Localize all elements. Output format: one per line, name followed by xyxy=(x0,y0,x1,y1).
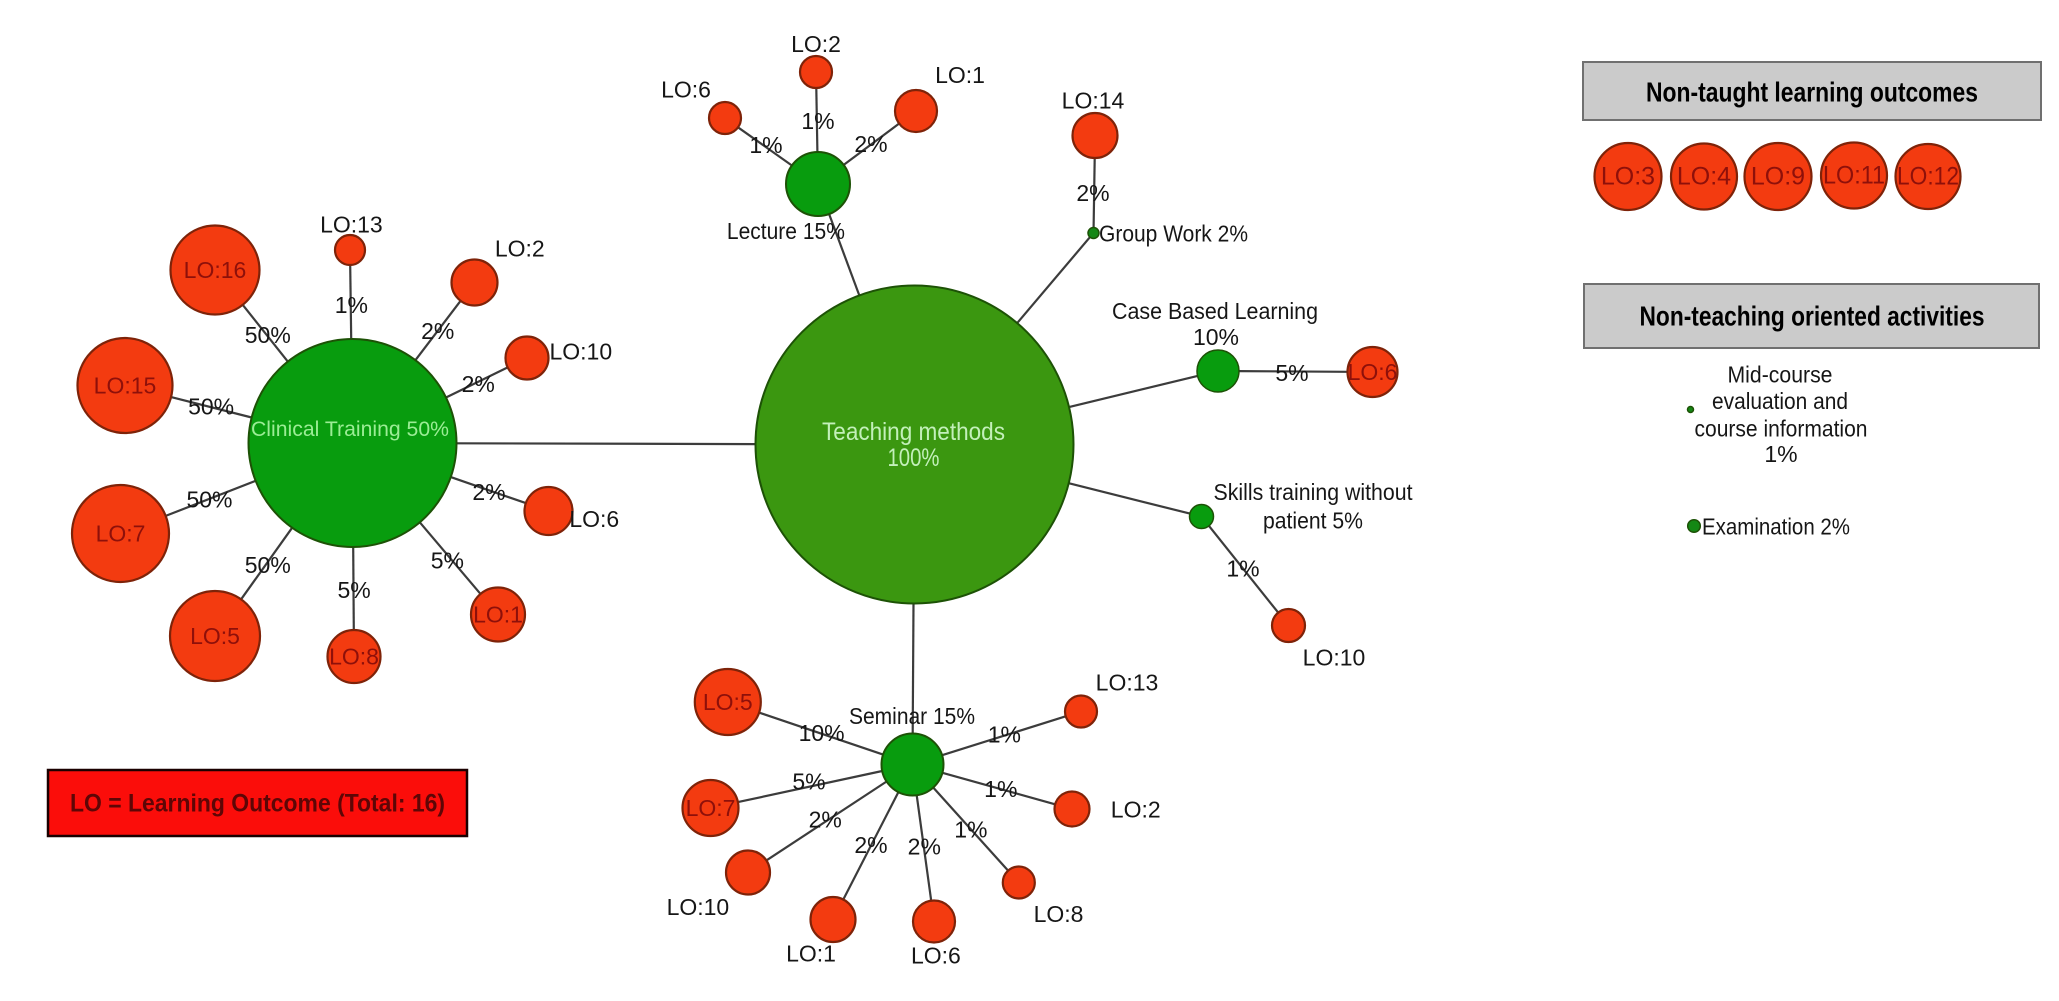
svg-text:2%: 2% xyxy=(854,131,887,157)
svg-text:2%: 2% xyxy=(472,479,505,505)
svg-text:1%: 1% xyxy=(335,292,368,318)
svg-text:Mid-course: Mid-course xyxy=(1728,361,1833,387)
svg-text:50%: 50% xyxy=(188,394,234,420)
svg-text:LO:13: LO:13 xyxy=(1096,670,1159,696)
svg-text:LO:15: LO:15 xyxy=(94,373,157,399)
svg-text:2%: 2% xyxy=(421,318,454,344)
svg-text:50%: 50% xyxy=(245,322,291,348)
svg-text:LO:2: LO:2 xyxy=(791,31,841,57)
svg-text:1%: 1% xyxy=(1226,556,1259,582)
svg-text:1%: 1% xyxy=(954,816,987,842)
svg-text:LO:9: LO:9 xyxy=(1751,163,1805,191)
svg-text:Teaching methods: Teaching methods xyxy=(822,418,1005,446)
svg-text:50%: 50% xyxy=(186,487,232,513)
svg-text:5%: 5% xyxy=(792,768,825,794)
svg-text:Seminar 15%: Seminar 15% xyxy=(849,703,975,729)
svg-text:1%: 1% xyxy=(801,108,834,134)
svg-text:2%: 2% xyxy=(462,371,495,397)
svg-text:LO:6: LO:6 xyxy=(661,77,711,103)
svg-text:LO:8: LO:8 xyxy=(329,644,379,670)
svg-text:2%: 2% xyxy=(854,832,887,858)
svg-text:LO:4: LO:4 xyxy=(1677,163,1731,191)
svg-text:2%: 2% xyxy=(809,807,842,833)
svg-text:LO:1: LO:1 xyxy=(473,602,523,628)
svg-text:LO:13: LO:13 xyxy=(320,211,383,237)
svg-text:LO:3: LO:3 xyxy=(1601,163,1655,191)
svg-text:1%: 1% xyxy=(984,776,1017,802)
svg-text:evaluation and: evaluation and xyxy=(1712,388,1848,414)
svg-text:LO:6: LO:6 xyxy=(1348,359,1398,385)
svg-text:1%: 1% xyxy=(749,132,782,158)
svg-text:LO:10: LO:10 xyxy=(667,894,730,920)
svg-text:1%: 1% xyxy=(1764,441,1797,467)
svg-text:LO:7: LO:7 xyxy=(96,521,146,547)
svg-text:Non-teaching oriented activiti: Non-teaching oriented activities xyxy=(1640,301,1985,332)
svg-text:LO:6: LO:6 xyxy=(569,506,619,532)
svg-text:5%: 5% xyxy=(1275,360,1308,386)
svg-text:10%: 10% xyxy=(799,720,845,746)
svg-text:50%: 50% xyxy=(245,552,291,578)
svg-text:LO:2: LO:2 xyxy=(1111,797,1161,823)
svg-text:course information: course information xyxy=(1695,415,1868,441)
svg-text:Case Based Learning: Case Based Learning xyxy=(1112,298,1318,324)
svg-text:1%: 1% xyxy=(988,722,1021,748)
svg-text:5%: 5% xyxy=(431,547,464,573)
svg-text:LO:8: LO:8 xyxy=(1034,901,1084,927)
svg-text:LO:14: LO:14 xyxy=(1062,88,1125,114)
svg-text:Non-taught learning outcomes: Non-taught learning outcomes xyxy=(1646,77,1978,108)
svg-text:Clinical Training 50%: Clinical Training 50% xyxy=(251,418,449,441)
svg-text:Skills training without: Skills training without xyxy=(1214,479,1414,505)
svg-text:100%: 100% xyxy=(888,444,940,472)
svg-text:10%: 10% xyxy=(1193,324,1239,350)
svg-text:LO:5: LO:5 xyxy=(190,623,240,649)
svg-text:LO:1: LO:1 xyxy=(786,941,836,967)
svg-text:Lecture 15%: Lecture 15% xyxy=(727,218,845,244)
svg-text:5%: 5% xyxy=(337,577,370,603)
svg-text:LO = Learning Outcome (Total:: LO = Learning Outcome (Total: 16) xyxy=(70,790,445,818)
svg-text:LO:10: LO:10 xyxy=(1303,645,1366,671)
svg-text:LO:11: LO:11 xyxy=(1823,162,1885,190)
svg-text:2%: 2% xyxy=(908,834,941,860)
svg-text:LO:7: LO:7 xyxy=(686,795,736,821)
svg-text:LO:10: LO:10 xyxy=(549,339,612,365)
svg-text:LO:5: LO:5 xyxy=(703,689,753,715)
svg-text:LO:1: LO:1 xyxy=(935,62,985,88)
svg-text:LO:16: LO:16 xyxy=(184,257,247,283)
svg-text:LO:12: LO:12 xyxy=(1897,163,1959,191)
svg-text:LO:2: LO:2 xyxy=(495,236,545,262)
svg-text:Examination 2%: Examination 2% xyxy=(1702,514,1850,540)
svg-text:2%: 2% xyxy=(1076,180,1109,206)
svg-text:Group Work 2%: Group Work 2% xyxy=(1099,221,1248,247)
svg-text:patient 5%: patient 5% xyxy=(1263,508,1363,534)
svg-text:LO:6: LO:6 xyxy=(911,943,961,969)
